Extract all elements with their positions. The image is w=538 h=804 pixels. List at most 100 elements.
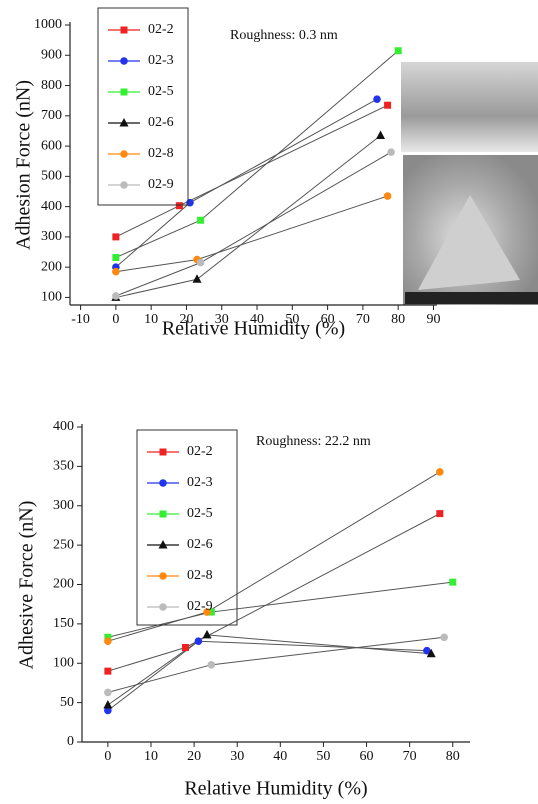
series-line	[107, 634, 432, 706]
marker	[202, 629, 212, 639]
marker	[207, 608, 215, 616]
marker	[120, 181, 128, 189]
marker	[196, 258, 205, 267]
y-tick-label: 1000	[34, 17, 62, 32]
legend-label: 02-9	[187, 599, 213, 614]
x-tick-label: 30	[215, 312, 229, 327]
sem-particle	[418, 195, 520, 290]
marker	[383, 192, 392, 200]
marker	[158, 540, 168, 549]
y-tick-label: 100	[41, 290, 62, 305]
marker	[181, 644, 189, 651]
marker	[203, 608, 211, 616]
marker	[426, 648, 436, 658]
x-tick-label: 20	[187, 749, 201, 764]
marker	[423, 646, 431, 655]
x-axis-label: Relative Humidity (%)	[184, 778, 367, 800]
legend-label: 02-6	[187, 537, 213, 552]
marker	[120, 150, 128, 158]
x-tick-label: 0	[112, 312, 119, 327]
x-tick-label: 50	[285, 312, 299, 327]
x-tick-label: 20	[179, 312, 193, 327]
marker	[104, 637, 112, 645]
y-tick-label: 50	[60, 695, 74, 710]
marker	[197, 216, 205, 224]
series-line	[115, 151, 392, 297]
y-axis-label: Adhesive Force (nN)	[16, 501, 38, 670]
x-tick-label: 40	[250, 312, 264, 327]
marker	[120, 26, 128, 34]
marker	[436, 510, 444, 518]
marker	[120, 88, 128, 96]
x-tick-label: 10	[144, 749, 158, 764]
series-line	[107, 471, 441, 642]
marker	[175, 202, 183, 210]
y-tick-label: 800	[41, 78, 62, 93]
legend-label: 02-5	[148, 84, 174, 99]
marker	[112, 267, 120, 276]
marker	[192, 274, 202, 283]
marker	[159, 448, 167, 456]
x-tick-label: 10	[144, 312, 158, 327]
marker	[207, 661, 216, 669]
marker	[394, 47, 402, 55]
marker	[159, 510, 167, 518]
marker	[436, 468, 444, 476]
y-tick-label: 200	[41, 259, 62, 274]
x-tick-label: 60	[360, 749, 374, 764]
x-tick-label: 30	[230, 749, 244, 764]
legend-label: 02-5	[187, 506, 213, 521]
marker	[384, 101, 392, 109]
sem-scalebar	[405, 292, 538, 304]
legend-label: 02-6	[148, 115, 174, 130]
marker	[112, 292, 120, 300]
marker	[112, 233, 120, 241]
marker	[104, 633, 112, 641]
y-tick-label: 100	[53, 655, 74, 670]
legend-box	[97, 7, 189, 206]
y-tick-label: 300	[53, 498, 74, 513]
annotation: Roughness: 22.2 nm	[256, 434, 371, 449]
legend-label: 02-2	[187, 444, 213, 459]
y-tick-label: 400	[53, 419, 74, 434]
series-line	[107, 513, 441, 672]
marker	[104, 688, 112, 697]
marker	[159, 572, 167, 580]
y-tick-label: 900	[41, 47, 62, 62]
marker	[104, 667, 112, 675]
sem-image	[401, 62, 538, 152]
marker	[449, 578, 457, 586]
legend-label: 02-3	[187, 475, 213, 490]
x-axis-label: Relative Humidity (%)	[162, 318, 345, 340]
legend-label: 02-8	[148, 146, 174, 161]
x-tick-label: 80	[446, 749, 460, 764]
y-tick-label: 150	[53, 616, 74, 631]
legend-label: 02-9	[148, 177, 174, 192]
annotation: Roughness: 0.3 nm	[230, 28, 338, 43]
marker	[120, 57, 128, 65]
x-tick-label: 70	[356, 312, 370, 327]
x-tick-label: 90	[426, 312, 440, 327]
x-tick-label: 40	[273, 749, 287, 764]
legend-label: 02-8	[187, 568, 213, 583]
y-tick-label: 350	[53, 459, 74, 474]
x-tick-label: 70	[403, 749, 417, 764]
legend-label: 02-3	[148, 53, 174, 68]
marker	[112, 253, 120, 261]
marker	[103, 699, 113, 709]
marker	[373, 95, 381, 103]
marker	[159, 603, 167, 611]
series-line	[115, 195, 388, 273]
legend-label: 02-2	[148, 22, 174, 37]
x-tick-label: 80	[391, 312, 405, 327]
y-tick-label: 300	[41, 229, 62, 244]
marker	[387, 148, 395, 156]
y-tick-label: 0	[67, 734, 74, 749]
y-tick-label: 600	[41, 138, 62, 153]
y-tick-label: 250	[53, 537, 74, 552]
legend-box	[136, 429, 238, 626]
marker	[159, 479, 167, 487]
marker	[376, 130, 386, 139]
marker	[104, 706, 112, 715]
